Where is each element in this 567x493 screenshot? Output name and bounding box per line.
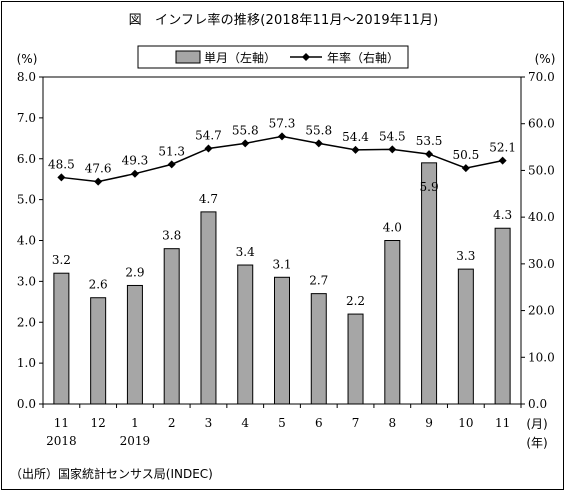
line-point [204, 144, 213, 153]
left-axis-unit: (%) [17, 52, 38, 66]
left-axis-tick-label: 4.0 [17, 234, 36, 248]
line-data-label: 47.6 [85, 162, 112, 176]
bar-data-label: 5.9 [420, 180, 439, 194]
bar-data-label: 4.7 [199, 192, 218, 206]
line-point [351, 145, 360, 154]
legend-line-marker [302, 53, 310, 61]
x-axis-month-label: 4 [241, 416, 249, 430]
line-point [94, 177, 103, 186]
x-axis-year-label: 2019 [120, 434, 151, 448]
bar [90, 297, 107, 405]
line-point [498, 156, 507, 165]
bar [347, 313, 364, 405]
bar-data-label: 2.7 [309, 274, 328, 288]
x-axis-month-label: 12 [91, 416, 106, 430]
right-axis-tick-label: 70.0 [528, 70, 555, 84]
legend-bar-swatch [175, 50, 201, 64]
bar-data-label: 3.8 [162, 229, 181, 243]
bar [421, 162, 438, 405]
x-axis-month-label: 5 [278, 416, 286, 430]
bar [274, 276, 290, 405]
right-axis-tick-label: 0.0 [528, 397, 547, 411]
right-axis-tick-label: 50.0 [528, 163, 555, 177]
right-axis-tick-label: 10.0 [528, 350, 555, 364]
source-note: （出所）国家統計センサス局(INDEC) [10, 467, 213, 481]
line-data-label: 53.5 [416, 134, 443, 148]
line-data-label: 50.5 [452, 148, 479, 162]
bar-data-label: 2.9 [125, 265, 144, 279]
line-data-label: 49.3 [122, 154, 149, 168]
line-point [130, 169, 139, 178]
left-axis-tick-label: 3.0 [17, 274, 36, 288]
left-axis-tick-label: 7.0 [17, 111, 36, 125]
bar-data-label: 4.3 [493, 208, 512, 222]
left-axis-tick-label: 8.0 [17, 70, 36, 84]
right-axis-tick-label: 20.0 [528, 304, 555, 318]
legend-bar-label: 単月（左軸） [204, 50, 276, 65]
x-axis-year-unit: (年) [526, 436, 547, 450]
line-data-label: 54.5 [379, 129, 406, 143]
line-data-label: 57.3 [269, 116, 296, 130]
bar [200, 211, 217, 405]
x-axis-month-label: 11 [495, 416, 510, 430]
plot-area: 0.0 1.0 2.0 3.0 4.0 5.0 6.0 7.0 8.0 0.0 10.0 20.0 30… [17, 70, 555, 448]
x-axis-month-unit: (月) [526, 417, 547, 431]
line-point [314, 139, 323, 148]
right-axis-unit: (%) [535, 52, 556, 66]
left-axis-tick-label: 0.0 [17, 397, 36, 411]
bar [237, 264, 254, 405]
bar [163, 248, 180, 405]
line-data-label: 55.8 [305, 123, 332, 137]
left-axis-tick-label: 5.0 [17, 193, 36, 207]
bar [126, 284, 143, 405]
bar-data-label: 3.3 [456, 249, 475, 263]
line-point [241, 139, 250, 148]
bar [494, 227, 511, 405]
x-axis-month-label: 2 [168, 416, 176, 430]
line-point [461, 164, 470, 173]
x-axis-month-label: 9 [425, 416, 433, 430]
left-axis-tick-label: 2.0 [17, 315, 36, 329]
line-data-label: 48.5 [48, 157, 75, 171]
bar-data-label: 2.6 [89, 278, 108, 292]
line-point [167, 160, 176, 169]
right-axis-tick-label: 30.0 [528, 257, 555, 271]
left-axis-tick-label: 1.0 [17, 356, 36, 370]
bar-data-label: 3.2 [52, 253, 71, 267]
bar [310, 293, 327, 405]
bar [457, 268, 474, 405]
chart-title: 図 インフレ率の推移(2018年11月～2019年11月) [128, 13, 439, 28]
line-point [57, 173, 66, 182]
x-axis-month-label: 8 [388, 416, 396, 430]
x-axis-year-label: 2018 [46, 434, 77, 448]
legend-line-label: 年率（右軸） [327, 50, 399, 65]
bar-data-label: 3.1 [272, 257, 291, 271]
line-point [425, 150, 434, 159]
line-point [278, 132, 286, 141]
left-axis-tick-label: 6.0 [17, 152, 36, 166]
right-axis-tick-label: 40.0 [528, 210, 555, 224]
line-data-label: 51.3 [158, 144, 185, 158]
x-axis-month-label: 6 [315, 416, 323, 430]
line-data-label: 54.4 [342, 130, 369, 144]
x-axis-month-label: 7 [352, 416, 360, 430]
bar-data-label: 3.4 [236, 245, 255, 259]
line-data-label: 54.7 [195, 128, 222, 142]
x-axis-month-label: 10 [458, 416, 473, 430]
bar-data-label: 4.0 [383, 221, 402, 235]
line-data-label: 55.8 [232, 123, 259, 137]
line-point [388, 145, 397, 154]
x-axis-month-label: 3 [205, 416, 213, 430]
x-axis-month-label: 1 [131, 416, 139, 430]
bar [384, 240, 401, 405]
bar [53, 272, 70, 405]
legend-box [137, 45, 409, 69]
bar-data-label: 2.2 [346, 294, 365, 308]
right-axis-tick-label: 60.0 [528, 117, 555, 131]
line-data-label: 52.1 [489, 141, 516, 155]
x-axis-month-label: 11 [54, 416, 69, 430]
legend: 単月（左軸） 年率（右軸） [137, 45, 409, 69]
